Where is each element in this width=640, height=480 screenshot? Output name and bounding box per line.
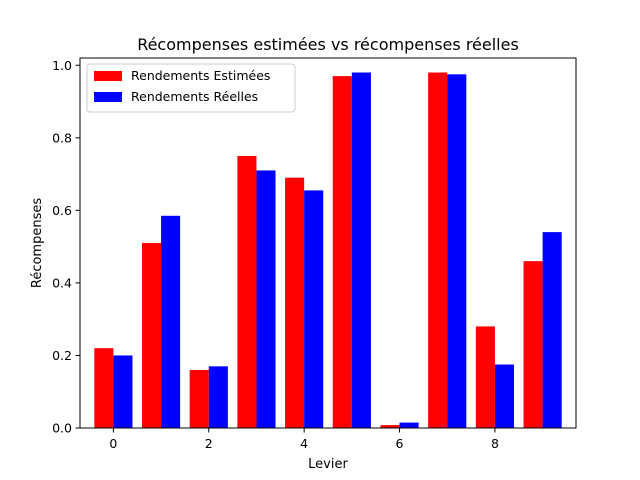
bar-actual-9 [542, 232, 562, 428]
legend: Rendements Estimées Rendements Réelles [86, 63, 296, 113]
legend-swatch-actual [94, 92, 122, 102]
x-tick-label: 0 [109, 436, 117, 451]
bar-actual-3 [256, 170, 276, 428]
x-tick-label: 2 [205, 436, 213, 451]
bar-actual-4 [304, 190, 324, 428]
x-tick-label: 6 [396, 436, 404, 451]
y-tick-label: 0.8 [52, 130, 72, 145]
y-axis-label: Récompenses [30, 198, 45, 288]
bar-estimated-9 [523, 261, 543, 428]
legend-label-actual: Rendements Réelles [131, 89, 258, 104]
bar-estimated-0 [94, 348, 114, 428]
y-tick-label: 0.4 [52, 275, 72, 290]
y-axis-ticks: 0.0 0.2 0.4 0.6 0.8 1.0 [52, 58, 80, 436]
bar-actual-1 [161, 215, 181, 428]
bar-estimated-7 [428, 72, 448, 429]
bar-estimated-1 [142, 243, 162, 428]
bar-actual-2 [208, 366, 228, 428]
bar-actual-6 [399, 422, 419, 428]
y-tick-label: 0.2 [52, 348, 72, 363]
bar-estimated-2 [189, 369, 209, 428]
bar-estimated-6 [380, 425, 400, 428]
x-tick-label: 8 [491, 436, 499, 451]
bar-actual-7 [447, 74, 467, 428]
legend-swatch-estimated [94, 71, 122, 81]
chart-title: Récompenses estimées vs récompenses réel… [137, 35, 519, 54]
bar-actual-0 [113, 355, 133, 428]
y-tick-label: 0.6 [52, 203, 72, 218]
x-axis-label: Levier [308, 457, 348, 472]
bar-estimated-4 [285, 177, 305, 428]
legend-box [86, 63, 296, 113]
bar-actual-5 [351, 72, 371, 429]
x-axis-ticks: 0 2 4 6 8 [109, 428, 499, 451]
y-tick-label: 0.0 [52, 421, 72, 436]
bars-group [94, 72, 562, 429]
bar-estimated-5 [332, 76, 352, 428]
x-tick-label: 4 [300, 436, 308, 451]
bar-estimated-3 [237, 155, 257, 429]
legend-label-estimated: Rendements Estimées [131, 68, 270, 83]
bar-estimated-8 [475, 326, 495, 428]
bar-actual-8 [494, 364, 514, 428]
plot-frame [79, 57, 577, 429]
y-tick-label: 1.0 [52, 58, 72, 73]
